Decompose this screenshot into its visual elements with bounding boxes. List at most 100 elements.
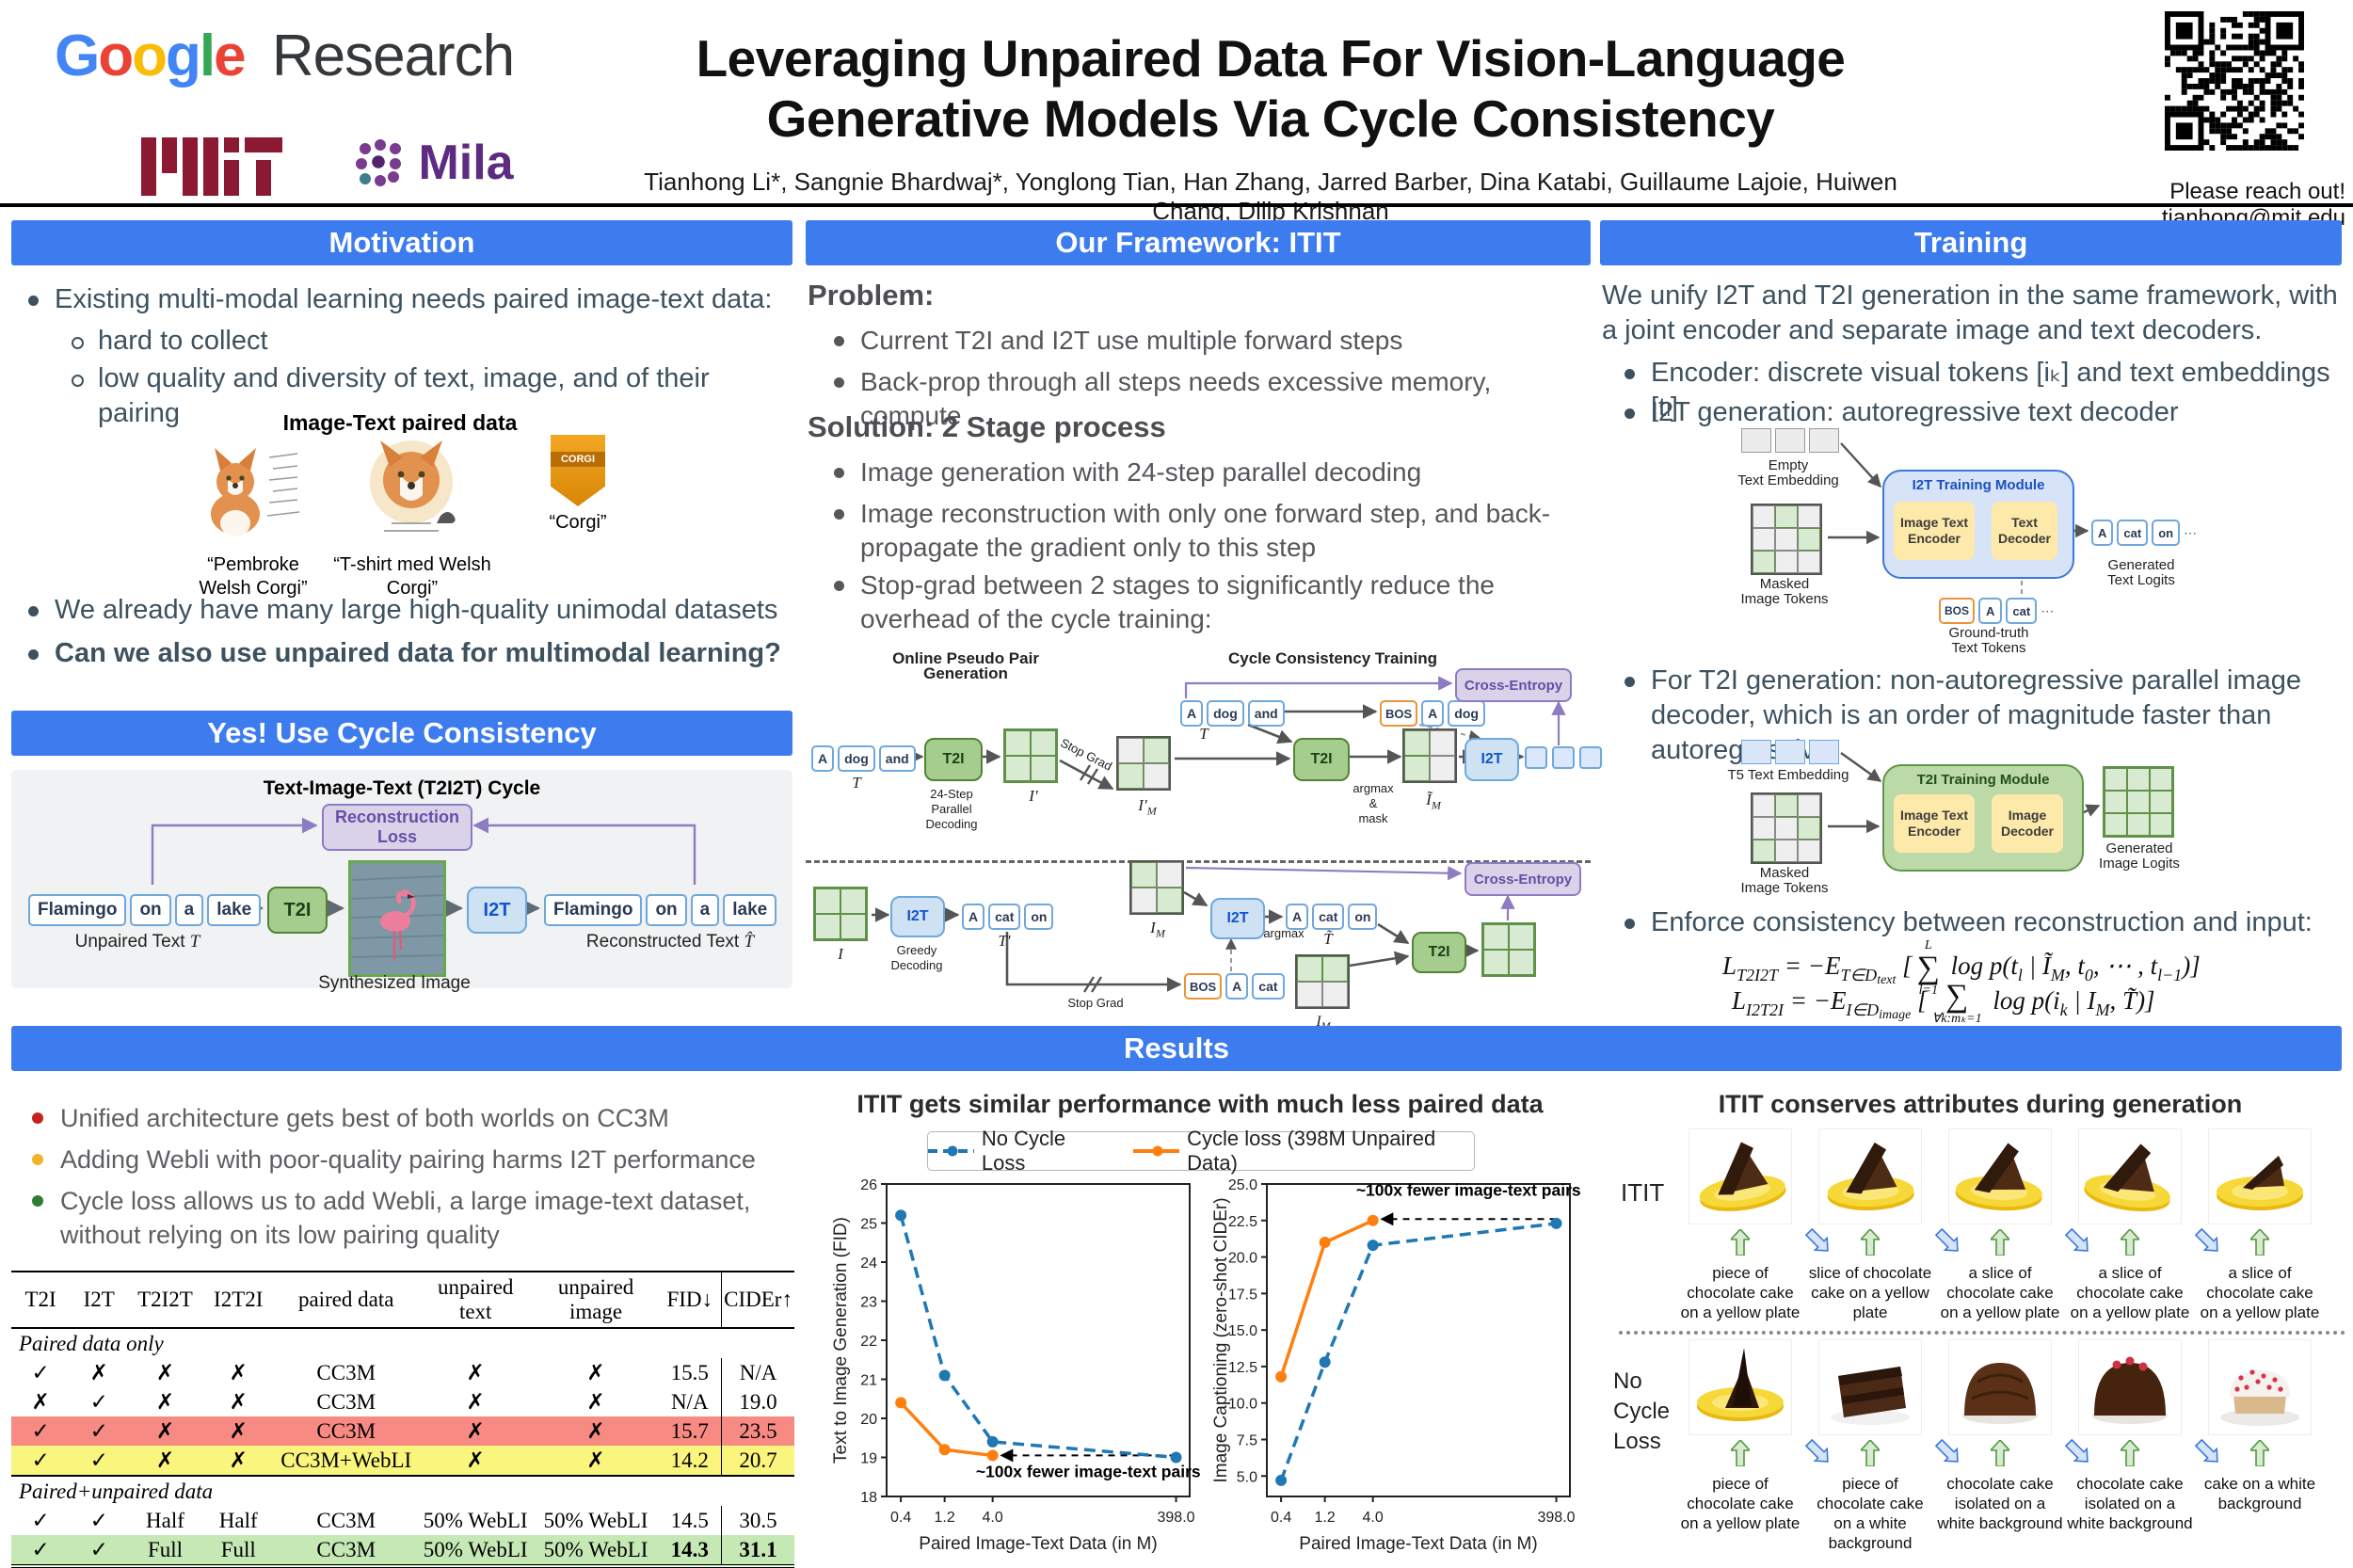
loss-equation-i2t2i: LI2T2I = −EI∈Dimage [ ∑ ∀k:mₖ=1 log p(ik … [1732,979,2155,1026]
svg-text:25: 25 [860,1217,877,1233]
image-grid-I [813,887,868,941]
i2t-box: I2T [467,887,527,934]
masked-grid-IM2 [1295,954,1350,1009]
cycle-diagram-title: Text-Image-Text (T2I2T) Cycle [263,777,541,799]
diagonal-arrow-icon [2064,1438,2089,1463]
cider-chart: 5.0 7.5 10.0 12.5 15.0 17.5 20.0 22.5 25.0 0.4 1.2… [1212,1177,1581,1554]
solution-bullet-1: Image generation with 24-step parallel d… [860,457,1422,487]
caption-to-image-arrow [2249,1438,2271,1471]
var-IprimeM: I′M [1138,796,1157,818]
empty-embedding-label: Empty Text Embedding [1737,457,1839,488]
bullet-dot [28,649,39,660]
svg-text:398.0: 398.0 [1538,1510,1576,1526]
text-tokens: A dog and [1180,700,1285,727]
svg-text:1.2: 1.2 [935,1510,955,1526]
up-arrow-icon [1989,1438,2011,1467]
title-line2: Generative Models Via Cycle Consistency [766,89,1775,148]
caption-to-image-arrow [1989,1438,2011,1471]
image-decoder-box: Image Decoder [1992,794,2063,853]
chain-arrow [2192,1436,2224,1473]
svg-text:0.4: 0.4 [1271,1510,1291,1526]
google-letter: l [199,24,216,88]
mit-logo [141,137,282,196]
up-arrow-icon [2119,1438,2141,1467]
generated-text-tokens: A cat on ⋯ [2091,520,2197,546]
masked-grid-IprimeM [1116,736,1171,791]
mila-flower-icon [356,139,401,186]
bullet-dot [28,606,39,616]
legend-item-no-cycle: No Cycle Loss [928,1127,1107,1176]
svg-text:22: 22 [860,1334,877,1350]
flamingo-image [348,860,446,977]
training-bullet-4: Enforce consistency between reconstructi… [1651,907,2313,937]
up-arrow-icon [1729,1227,1752,1256]
masked-image-tokens-grid [1751,504,1822,575]
output-logit-boxes [1525,746,1602,769]
bullet-dot [834,377,844,388]
bullet-dot [834,468,844,478]
caption-to-image-arrow [1859,1438,1881,1471]
bullet-dot [1625,919,1635,929]
problem-heading: Problem: [808,279,935,312]
caption-to-image-arrow [1729,1438,1752,1471]
svg-text:7.5: 7.5 [1237,1432,1257,1448]
unpaired-text-tokens: Flamingo on a lake [28,894,262,926]
token: a [174,894,204,926]
diagonal-arrow-icon [2064,1227,2089,1252]
diagonal-arrow-icon [1804,1438,1829,1463]
var-T: T [852,774,861,792]
svg-text:Image Captioning (zero-shot CI: Image Captioning (zero-shot CIDEr) [1212,1197,1231,1482]
results-bullet-2: Adding Webli with poor-quality pairing h… [60,1145,756,1174]
diagonal-arrow-icon [2194,1227,2218,1252]
mila-logo: Mila [350,134,514,197]
bullet-dot [28,296,39,306]
generated-image [2079,1340,2181,1434]
var-I: I [838,945,843,963]
chain-arrow [2062,1436,2094,1473]
t2i-box: T2I [1293,738,1350,781]
google-letter: g [165,24,201,88]
corgi-badge-image: CORGI [551,435,605,506]
svg-text:25.0: 25.0 [1228,1177,1257,1193]
figure-caption-1: “Pembroke Welsh Corgi” [199,554,308,599]
pseudo-pair-title: Online Pseudo Pair Generation [892,649,1039,682]
cycle-diagram-panel: Text-Image-Text (T2I2T) Cycle Reconstruc… [11,770,792,993]
svg-text:0.4: 0.4 [890,1510,911,1526]
motivation-bullet-3: Can we also use unpaired data for multim… [55,638,781,668]
svg-text:Paired Image-Text Data (in M): Paired Image-Text Data (in M) [919,1534,1157,1554]
svg-text:1.2: 1.2 [1315,1510,1336,1526]
results-bullet-1: Unified architecture gets best of both w… [60,1104,669,1132]
text-tokens: A dog and [811,745,916,772]
section-cycle-header: Yes! Use Cycle Consistency [11,711,792,756]
chart-legend: No Cycle Loss Cycle loss (398M Unpaired … [927,1127,1475,1175]
chain-arrow [1932,1436,1964,1473]
bullet-dot-green [32,1195,43,1207]
bullet-dot-yellow [32,1154,43,1165]
problem-bullet-2: Back-prop through all steps needs excess… [860,367,1492,430]
image-grid-out [1481,922,1536,977]
svg-text:23: 23 [860,1295,877,1311]
caption-to-image-arrow [2249,1227,2271,1260]
generated-logits-label: Generated Text Logits [2107,557,2175,588]
chain-arrow [2192,1225,2224,1262]
svg-text:398.0: 398.0 [1158,1510,1195,1526]
token: on [130,894,171,926]
section-training-header: Training [1600,220,2342,265]
bullet-dot-red [32,1112,43,1124]
token: Flamingo [28,894,127,926]
t2i-box: T2I [267,887,328,934]
motivation-sub-1: hard to collect [98,326,268,356]
generated-image-label: Generated Image Logits [2099,840,2180,872]
generated-image [1819,1340,1921,1434]
row1-label: ITIT [1621,1178,1665,1207]
svg-text:Text to Image Generation (FID): Text to Image Generation (FID) [832,1217,851,1464]
caption-to-image-arrow [1989,1227,2011,1260]
table-section-row: Paired+unpaired data [11,1475,794,1506]
svg-text:24: 24 [860,1256,877,1272]
reconstructed-text-tokens: Flamingo on a lake [544,894,777,926]
generation-caption: a slice of chocolate cake on a yellow pl… [2070,1264,2190,1321]
qr-code [2165,11,2304,151]
google-letter: e [214,24,247,88]
table-row: ✓ ✓ ✗ ✗ CC3M+WebLI ✗ ✗ 14.2 20.7 [11,1446,794,1476]
